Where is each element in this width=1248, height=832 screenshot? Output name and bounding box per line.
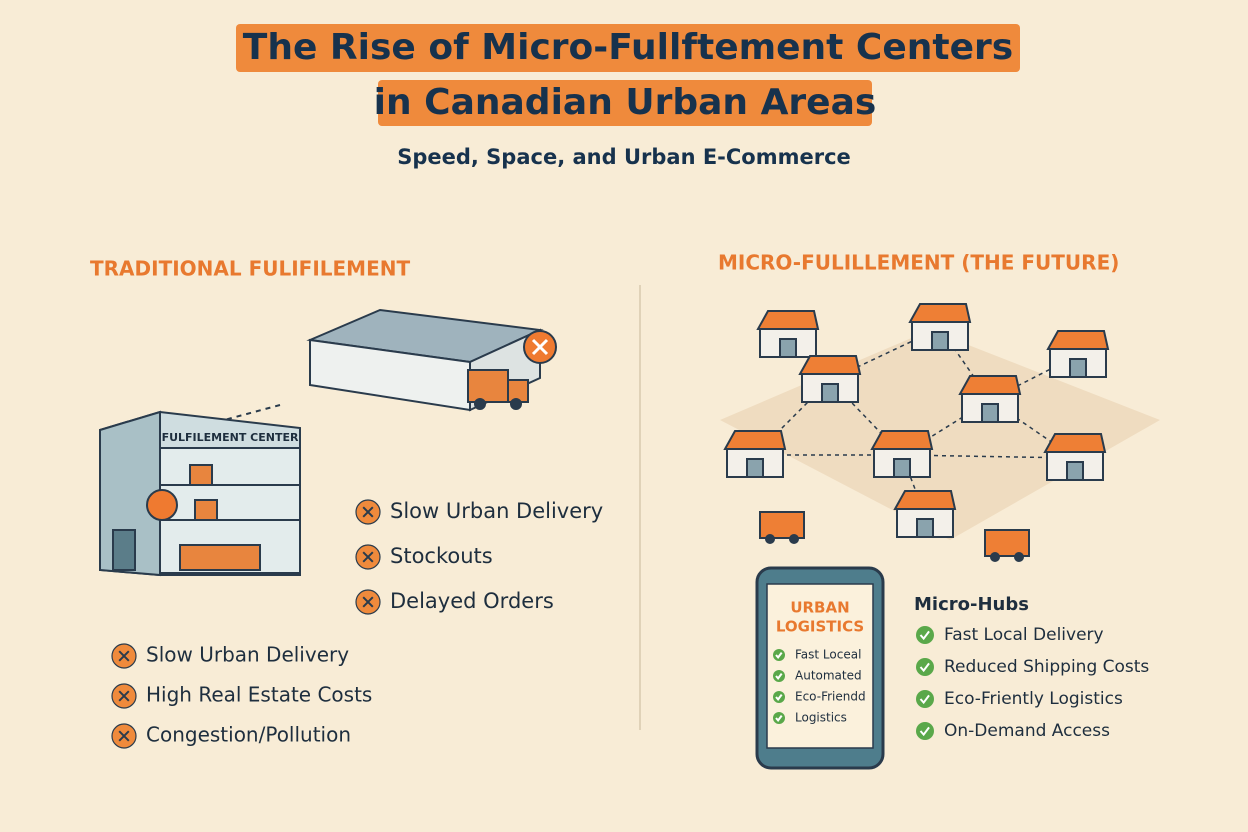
list-item: Stockouts [390, 544, 493, 568]
hub-door [821, 383, 839, 403]
lists: Slow Urban Delivery Stockouts Delayed Orde… [111, 499, 1149, 749]
list-item: Eco-Friently Logistics [944, 689, 1123, 709]
van [984, 529, 1030, 557]
icon-mark [919, 726, 930, 737]
fulfilment-center-illustration [99, 410, 301, 577]
hub-door [746, 458, 764, 478]
hub-roof [756, 310, 820, 330]
list-item: On-Demand Access [944, 721, 1110, 741]
hubs-title: Micro-Hubs [914, 594, 1029, 615]
icon-mark [919, 630, 930, 641]
section-heading: MICRO-FULILLEMENT (THE FUTURE) [718, 251, 1119, 275]
icon-mark [362, 551, 374, 563]
hub-roof [893, 490, 957, 510]
icon-mark [775, 673, 783, 680]
icon-mark [775, 715, 783, 722]
van [759, 511, 805, 539]
list-item: Slow Urban Delivery [390, 499, 603, 523]
check-icon [916, 722, 934, 740]
hub-roof [870, 430, 934, 450]
list-item: Fast Local Delivery [944, 625, 1104, 645]
list-item: Reduced Shipping Costs [944, 657, 1149, 677]
wheel [765, 534, 775, 544]
list-item: Delayed Orders [390, 589, 554, 613]
hub-door [916, 518, 934, 538]
title: in Canadian Urban Areas [374, 82, 877, 123]
wheel [789, 534, 799, 544]
list-item: High Real Estate Costs [146, 683, 372, 707]
phone [755, 566, 885, 770]
check-icon [916, 658, 934, 676]
icon-mark [919, 662, 930, 673]
icon-mark [118, 730, 130, 742]
section-heading: TRADITIONAL FULIFILEMENT [90, 257, 410, 281]
icon-mark [362, 596, 374, 608]
list-item: Automated [795, 669, 862, 683]
list-item: Congestion/Pollution [146, 723, 351, 747]
hub-wall [759, 328, 817, 358]
hub-door [931, 331, 949, 351]
icon-mark [775, 652, 783, 659]
icon-mark [919, 694, 930, 705]
icon-mark [362, 506, 374, 518]
building-sign: FULFILEMENT CENTER [162, 431, 299, 444]
hub-door [1069, 358, 1087, 378]
list-item: Eco-Friendd [795, 690, 866, 704]
warehouse-illustration [149, 308, 557, 441]
check-icon [916, 626, 934, 644]
hub-door [981, 403, 999, 423]
hub-roof [908, 303, 972, 323]
icon-mark [775, 694, 783, 701]
phone-title: LOGISTICS [776, 618, 864, 636]
hub-network [720, 303, 1160, 562]
hub-roof [798, 355, 862, 375]
list-item: Slow Urban Delivery [146, 643, 349, 667]
title-highlight [378, 80, 872, 126]
list-item: Logistics [795, 711, 847, 725]
hub-door [1066, 461, 1084, 481]
title-highlight [236, 24, 1020, 72]
hub-door [893, 458, 911, 478]
subtitle: Speed, Space, and Urban E-Commerce [397, 145, 851, 169]
list-item: Fast Loceal [795, 648, 861, 662]
title: The Rise of Micro-Fullftement Centers [243, 27, 1013, 68]
icon-mark [118, 690, 130, 702]
phone-title: URBAN [790, 599, 849, 617]
hub-roof [723, 430, 787, 450]
wheel [990, 552, 1000, 562]
hub-roof [958, 375, 1022, 395]
icon-mark [118, 650, 130, 662]
hub-roof [1046, 330, 1110, 350]
hub-door [779, 338, 797, 358]
check-icon [916, 690, 934, 708]
wheel [1014, 552, 1024, 562]
hub-roof [1043, 433, 1107, 453]
